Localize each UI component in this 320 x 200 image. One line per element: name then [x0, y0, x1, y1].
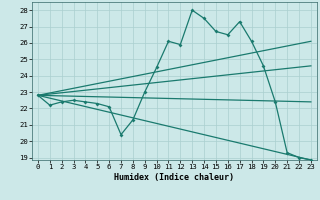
X-axis label: Humidex (Indice chaleur): Humidex (Indice chaleur)	[115, 173, 234, 182]
